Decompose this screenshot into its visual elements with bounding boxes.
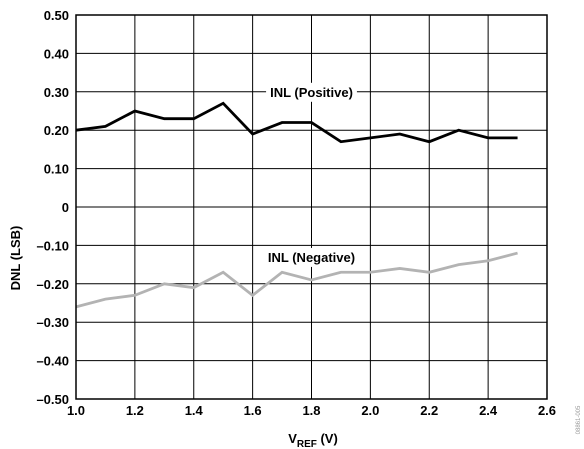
x-axis-title: VREF (V)	[288, 431, 338, 449]
grid	[75, 14, 548, 400]
x-tick-label: 1.6	[244, 403, 262, 418]
series-labels: INL (Positive) INL (Negative)	[263, 82, 360, 267]
series-line-inl-positive	[75, 101, 518, 144]
x-axis-title-unit: (V)	[317, 431, 338, 446]
y-axis-title: DNL (LSB)	[8, 226, 23, 291]
x-tick-label: 2.0	[361, 403, 379, 418]
series-line-inl-negative	[75, 251, 518, 309]
series-label: INL (Negative)	[268, 250, 355, 265]
y-tick-label: –0.10	[36, 238, 69, 253]
x-axis-title-main: V	[288, 431, 297, 446]
y-tick-label: –0.40	[36, 354, 69, 369]
y-tick-label: –0.30	[36, 315, 69, 330]
y-tick-labels: 0.50 0.40 0.30 0.20 0.10 0 –0.10 –0.20 –0.30 –0.4…	[36, 8, 69, 407]
y-tick-label: 0.20	[44, 123, 69, 138]
x-tick-label: 1.2	[126, 403, 144, 418]
y-tick-label: 0.50	[44, 8, 69, 23]
x-tick-label: 1.0	[67, 403, 85, 418]
y-tick-label: 0.10	[44, 162, 69, 177]
series-label: INL (Positive)	[270, 85, 353, 100]
plot-frame	[75, 14, 548, 400]
y-tick-label: –0.20	[36, 277, 69, 292]
y-tick-label: –0.50	[36, 392, 69, 407]
y-tick-label: 0.30	[44, 85, 69, 100]
series-label-background	[263, 247, 360, 267]
series-label-background	[266, 82, 357, 102]
y-tick-label: 0.40	[44, 46, 69, 61]
x-tick-label: 2.4	[479, 403, 498, 418]
x-axis-title-subscript: REF	[297, 439, 317, 449]
y-tick-label: 0	[62, 200, 69, 215]
x-tick-labels: 1.0 1.2 1.4 1.6 1.8 2.0 2.2 2.4 2.6	[67, 403, 556, 418]
x-tick-label: 1.8	[302, 403, 320, 418]
figure-id: 08861-005	[576, 405, 582, 434]
series-layer	[75, 101, 518, 309]
x-tick-label: 2.6	[538, 403, 556, 418]
x-tick-label: 2.2	[420, 403, 438, 418]
x-tick-label: 1.4	[185, 403, 204, 418]
